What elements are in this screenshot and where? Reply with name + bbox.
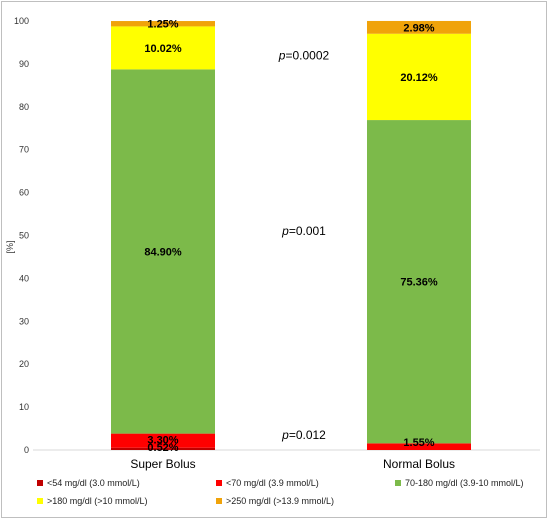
bar-segment-2-4 [367,33,471,121]
category-label-1: Super Bolus [130,457,195,471]
legend: <54 mg/dl (3.0 mmol/L) <70 mg/dl (3.9 mmo… [37,478,524,506]
legend-swatch-2 [216,480,222,486]
bar-segment-2-3 [367,120,471,444]
p-value-annotation-2: p=0.001 [281,224,326,238]
y-tick-label-40: 40 [19,273,29,283]
y-tick-label-50: 50 [19,231,29,241]
data-label-1-5: 1.25% [147,19,178,31]
legend-swatch-4 [37,498,43,504]
data-label-2-2: 1.55% [403,437,434,449]
bar-segment-1-3 [111,69,215,434]
y-tick-label-10: 10 [19,402,29,412]
legend-swatch-3 [395,480,401,486]
data-label-1-4: 10.02% [144,43,182,55]
y-tick-label-20: 20 [19,359,29,369]
legend-label-4: >180 mg/dl (>10 mmol/L) [47,496,148,506]
legend-swatch-1 [37,480,43,486]
bar-segment-1-4 [111,26,215,70]
bar-segment-1-2 [111,433,215,448]
bars [111,20,471,450]
data-label-2-5: 2.98% [403,22,434,34]
legend-label-5: >250 mg/dl (>13.9 mmol/L) [226,496,334,506]
data-label-1-2: 3.30% [147,435,178,447]
category-label-2: Normal Bolus [383,457,455,471]
data-label-1-1: 0.52% [147,442,178,454]
x-axis: Super Bolus Normal Bolus [130,457,455,471]
y-tick-label-60: 60 [19,188,29,198]
y-tick-label-80: 80 [19,102,29,112]
bar-segment-2-5 [367,20,471,34]
data-labels: 0.52%3.30% 84.90% 10.02% 1.25% 1.55% 75.36% 20… [144,19,438,454]
y-axis-label: [%] [5,240,15,253]
data-label-2-3: 75.36% [400,277,438,289]
y-tick-label-0: 0 [24,445,29,455]
bar-segment-2-2 [367,443,471,450]
y-tick-label-70: 70 [19,145,29,155]
bar-segment-1-5 [111,21,215,27]
p-value-annotation-1: p=0.0002 [278,48,330,62]
legend-label-1: <54 mg/dl (3.0 mmol/L) [47,478,140,488]
y-tick-label-100: 100 [14,16,29,26]
y-tick-label-90: 90 [19,59,29,69]
data-label-2-4: 20.12% [400,72,438,84]
data-label-1-3: 84.90% [144,247,182,259]
annotations: p=0.0002 p=0.001 p=0.012 [278,48,330,442]
legend-label-3: 70-180 mg/dl (3.9-10 mmol/L) [405,478,524,488]
legend-label-2: <70 mg/dl (3.9 mmol/L) [226,478,319,488]
p-value-annotation-3: p=0.012 [281,428,326,442]
bar-segment-1-1 [111,447,215,450]
y-tick-label-30: 30 [19,316,29,326]
legend-swatch-5 [216,498,222,504]
